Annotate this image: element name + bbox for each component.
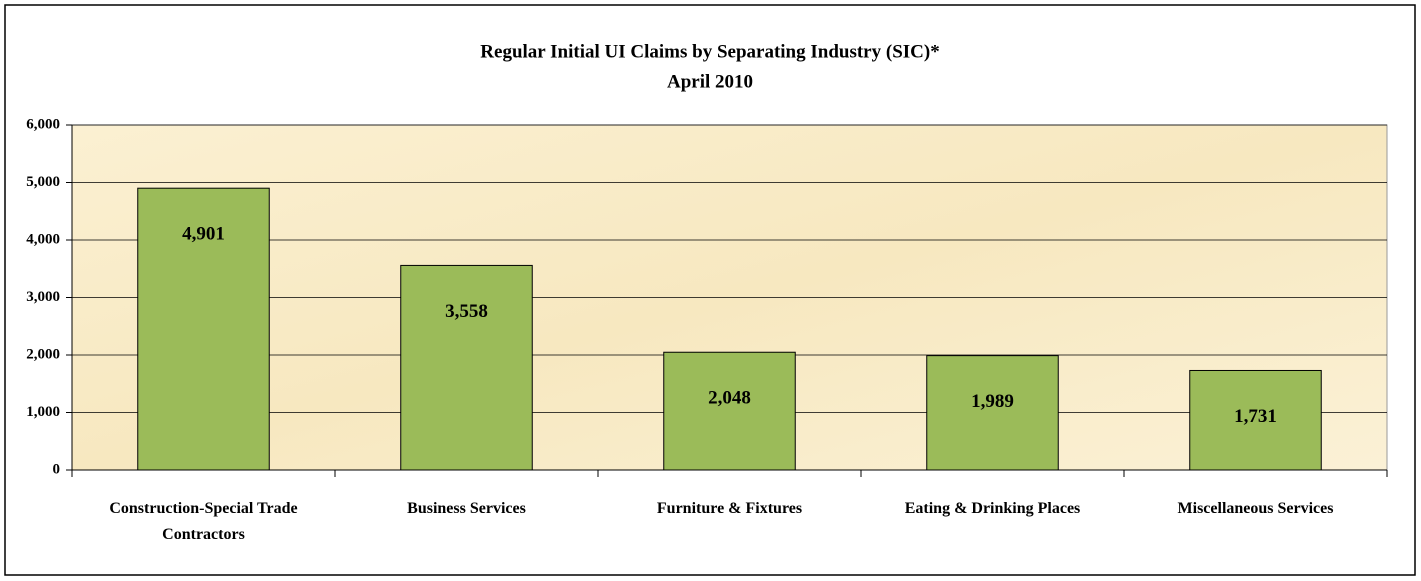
chart-title: Regular Initial UI Claims by Separating … [480, 41, 939, 62]
x-tick-label: Business Services [407, 500, 526, 517]
y-tick-label: 0 [53, 461, 61, 477]
x-tick-label: Miscellaneous Services [1177, 500, 1334, 517]
x-tick-label: Furniture & Fixtures [656, 500, 803, 517]
bar [926, 355, 1059, 471]
value-label: 1,731 [1234, 406, 1277, 427]
bar [663, 351, 796, 471]
y-tick-label: 3,000 [26, 289, 60, 305]
value-label: 2,048 [708, 388, 751, 409]
chart-subtitle: April 2010 [667, 71, 753, 92]
bar [400, 264, 533, 471]
value-label: 4,901 [182, 224, 225, 245]
y-tick-label: 4,000 [26, 231, 60, 247]
y-tick-label: 5,000 [26, 174, 60, 190]
x-tick-label: Construction-Special Trade Contractors [109, 500, 298, 543]
x-tick-label: Eating & Drinking Places [904, 500, 1081, 517]
value-label: 3,558 [445, 301, 488, 322]
bar [137, 187, 270, 471]
y-tick-label: 6,000 [26, 116, 60, 132]
bar [1189, 369, 1322, 471]
y-tick-label: 2,000 [26, 346, 60, 362]
y-tick-label: 1,000 [26, 404, 60, 420]
value-label: 1,989 [971, 391, 1014, 412]
